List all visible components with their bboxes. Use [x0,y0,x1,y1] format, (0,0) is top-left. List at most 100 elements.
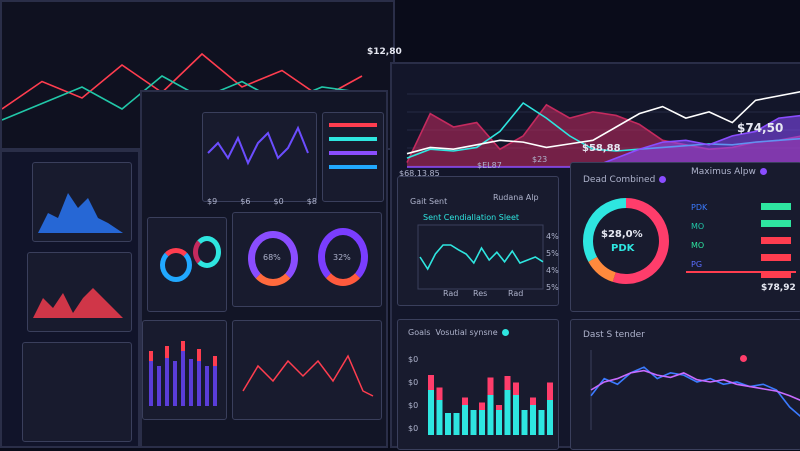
donut-b-label: 32% [333,253,351,262]
bar-panel-subtitle: Vosutial synsne [435,328,498,337]
mid-red-line-panel [232,320,382,420]
bar-segment [470,410,477,435]
right-monitor: $68,13,85 $EL87 $23 $58,88 $74,50 Gait S… [390,62,800,450]
wave-panel-title: Dast S tender [583,330,645,340]
mid-bar-chart [142,320,227,420]
mid-ring-panel [147,217,227,312]
bar-segment [479,402,485,410]
plot-frame [417,224,544,290]
wave-series-line [590,366,800,418]
y-tick: 5% [546,283,559,292]
mid-value: $8 [306,197,317,206]
bar-segment [479,410,485,435]
mid-red-line-chart [242,354,374,397]
side-bar [761,237,791,244]
wave-series-line [590,369,800,402]
legend-item: PG [691,260,703,269]
bar-segment [547,400,553,435]
left-red-area [33,288,123,318]
main-label: $23 [532,155,548,164]
mid-red-line [242,354,374,397]
bar-segment [462,397,468,405]
donut-panel-subtitle: Maximus Alpw [691,167,767,177]
main-series-line-area [407,115,800,167]
donut-panel-title: Dead Combined [583,175,667,185]
donut-slice [612,198,669,284]
left-monitor [0,150,140,448]
x-tick: Res [473,289,488,298]
bar-segment [445,413,451,435]
line-series [419,244,544,271]
mid-values: $9 $6 $0 $8 [207,197,317,206]
main-chart-svg [406,91,800,168]
left-bars-panel [27,252,132,332]
ring-cyan [193,236,221,268]
y-tick: $0 [408,355,419,364]
wave-panel: Dast S tender [570,319,800,450]
bar-segment [487,377,494,395]
line-panel: Gait Sent Rudana Alp Sent Cendiallation … [397,176,559,306]
bar-panel-title: Goals Vosutial synsne [408,328,509,337]
bar-segment [547,382,553,400]
y-tick: 4% [546,266,559,275]
mid-bars [149,341,217,406]
donut-slice [588,256,617,282]
bar-segment [453,413,460,435]
mid-bar-chart-svg [149,341,217,406]
bar-segment [436,387,443,400]
mid-line-chart [207,125,309,166]
legend-item: MO [691,222,705,231]
top-series-line [2,52,363,110]
bar-panel: Goals Vosutial synsne $0 $0 $0 $0 [397,319,559,450]
x-tick: Rad [443,289,459,298]
divider [686,271,796,273]
legend-dot-icon [740,355,747,362]
mid-donut-panel: 68% 32% [232,212,382,307]
legend-bar [329,151,377,155]
donut-slice [583,198,627,262]
status-dot-icon [501,329,509,336]
line-panel-subtitle: Rudana Alp [493,193,539,202]
main-series-line [406,91,800,155]
donut-a-label: 68% [263,253,281,262]
bar-segment [496,410,502,435]
legend-item: MO [691,241,705,250]
wave-chart-svg [590,350,800,430]
legend-item: PDK [691,203,708,212]
y-tick: $0 [408,378,419,387]
donut-center-value: $28,0% [601,229,643,240]
bar-segment [530,397,536,405]
bar-segment [428,375,434,390]
left-red-area-chart [33,288,123,318]
side-bar [761,220,791,227]
donut-panel-subtitle-text: Maximus Alpw [691,167,756,177]
mid-value: $6 [240,197,251,206]
middle-monitor: $9 $6 $0 $8 68% 32% [140,90,388,448]
donut-panel-title-text: Dead Combined [583,175,656,185]
y-tick: 5% [546,249,559,258]
status-dot-icon [659,176,667,183]
bar-segment [504,390,511,435]
mid-value: $0 [273,197,284,206]
line-panel-legend: Sent Cendiallation Sleet [423,213,520,222]
side-bar [761,271,791,278]
bar-segment [487,395,494,435]
legend-bar [329,123,377,127]
y-tick: 4% [546,232,559,241]
top-value: $12,80 [367,47,402,57]
bar-segment [436,400,443,435]
donut-a [248,231,298,286]
main-label: $EL87 [477,161,502,170]
donut-side-bars [761,203,791,278]
bar-segment [513,382,519,395]
left-lower-panel [22,342,132,442]
bar-chart-svg [428,375,553,435]
bar-segment [513,395,519,435]
left-area-chart [38,193,123,233]
bar-segment [504,376,511,390]
y-tick: $0 [408,424,419,433]
main-chart: $68,13,85 $EL87 $23 $58,88 $74,50 [397,79,800,178]
mid-line [207,125,309,166]
mid-value: $9 [207,197,218,206]
left-chart-panel [32,162,132,242]
